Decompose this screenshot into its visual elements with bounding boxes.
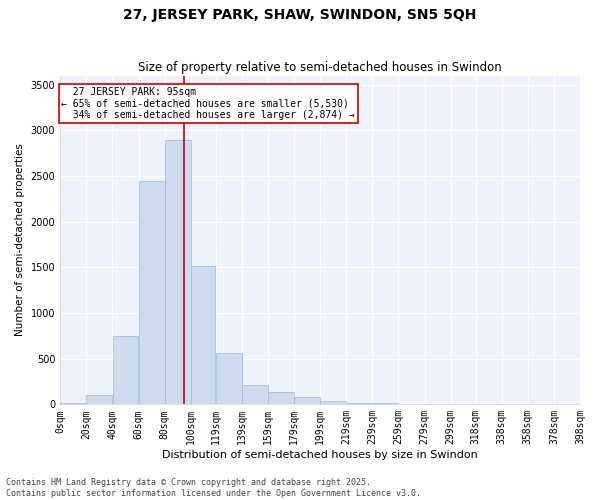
Bar [294, 398, 320, 404]
Bar [320, 400, 346, 404]
Text: 27, JERSEY PARK, SHAW, SWINDON, SN5 5QH: 27, JERSEY PARK, SHAW, SWINDON, SN5 5QH [124, 8, 476, 22]
Bar [139, 180, 164, 404]
Bar [113, 336, 139, 404]
Text: Contains HM Land Registry data © Crown copyright and database right 2025.
Contai: Contains HM Land Registry data © Crown c… [6, 478, 421, 498]
Bar [60, 403, 86, 404]
Bar [191, 266, 215, 404]
Bar [165, 140, 191, 404]
X-axis label: Distribution of semi-detached houses by size in Swindon: Distribution of semi-detached houses by … [162, 450, 478, 460]
Bar [242, 385, 268, 404]
Y-axis label: Number of semi-detached properties: Number of semi-detached properties [15, 144, 25, 336]
Text: 27 JERSEY PARK: 95sqm
← 65% of semi-detached houses are smaller (5,530)
  34% of: 27 JERSEY PARK: 95sqm ← 65% of semi-deta… [61, 86, 355, 120]
Bar [86, 395, 112, 404]
Bar [346, 402, 372, 404]
Title: Size of property relative to semi-detached houses in Swindon: Size of property relative to semi-detach… [138, 62, 502, 74]
Bar [268, 392, 294, 404]
Bar [216, 353, 242, 405]
